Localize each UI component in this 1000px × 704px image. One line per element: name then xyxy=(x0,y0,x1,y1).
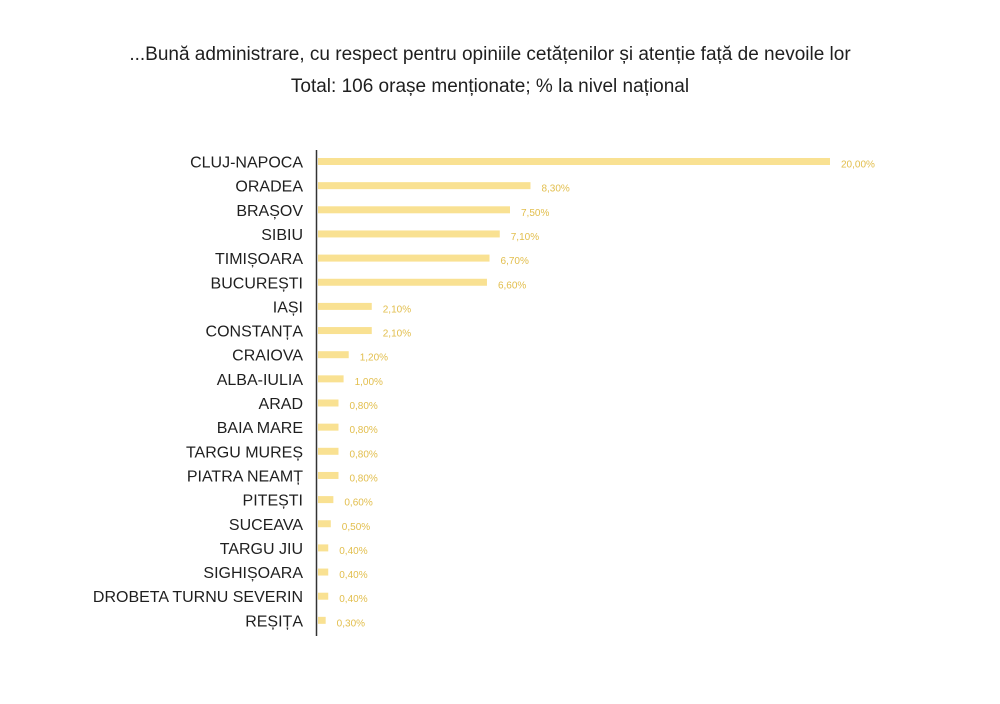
chart-subtitle: Total: 106 orașe menționate; % la nivel … xyxy=(290,76,690,97)
bars-group xyxy=(318,158,830,624)
bar xyxy=(318,423,339,431)
category-label: SIGHIȘOARA xyxy=(203,565,303,582)
category-label: CONSTANȚA xyxy=(206,324,304,341)
bar xyxy=(318,471,339,479)
value-label: 1,20% xyxy=(360,353,388,364)
category-label: DROBETA TURNU SEVERIN xyxy=(93,589,303,606)
bar xyxy=(318,496,334,504)
category-label: PITEȘTI xyxy=(243,493,303,510)
category-label: BRAȘOV xyxy=(236,203,303,220)
bar xyxy=(318,351,349,359)
bar xyxy=(318,278,487,286)
value-label: 0,80% xyxy=(349,425,377,436)
category-label: TARGU JIU xyxy=(220,541,303,558)
bar xyxy=(318,568,329,576)
value-label: 0,40% xyxy=(339,594,367,605)
chart-title: ...Bună administrare, cu respect pentru … xyxy=(129,44,851,65)
bar xyxy=(318,327,372,335)
bar xyxy=(318,399,339,407)
bar xyxy=(318,616,326,624)
bar xyxy=(318,544,329,552)
bar xyxy=(318,447,339,455)
value-label: 0,30% xyxy=(337,618,365,629)
category-label: BAIA MARE xyxy=(217,420,303,437)
value-label: 0,80% xyxy=(349,473,377,484)
category-labels-group: CLUJ-NAPOCA ORADEA BRAȘOV SIBIU TIMIȘOARA BUC… xyxy=(93,155,303,631)
bar xyxy=(318,254,490,262)
value-label: 2,10% xyxy=(383,329,411,340)
value-label: 2,10% xyxy=(383,304,411,315)
category-label: TARGU MUREȘ xyxy=(186,444,303,461)
value-labels-group: 20,00% 8,30% 7,50% 7,10% 6,70% 6,60% 2,10% 2,10… xyxy=(337,160,875,630)
value-label: 1,00% xyxy=(355,377,383,388)
value-label: 0,60% xyxy=(344,498,372,509)
bar xyxy=(318,520,331,528)
bar xyxy=(318,230,500,238)
category-label: IAȘI xyxy=(273,299,303,316)
category-label: CRAIOVA xyxy=(232,348,303,365)
category-label: SIBIU xyxy=(261,227,303,244)
value-label: 8,30% xyxy=(541,184,569,195)
value-label: 7,10% xyxy=(511,232,539,243)
bar xyxy=(318,592,329,600)
value-label: 20,00% xyxy=(841,160,875,171)
category-label: ALBA-IULIA xyxy=(217,372,304,389)
bar xyxy=(318,302,372,310)
category-label: PIATRA NEAMȚ xyxy=(187,468,303,485)
category-label: TIMIȘOARA xyxy=(215,251,303,268)
bar xyxy=(318,158,830,165)
value-label: 0,50% xyxy=(342,522,370,533)
value-label: 0,80% xyxy=(349,401,377,412)
value-label: 0,40% xyxy=(339,546,367,557)
category-label: ORADEA xyxy=(235,179,303,196)
bar xyxy=(318,206,510,214)
category-label: ARAD xyxy=(259,396,303,413)
bar xyxy=(318,182,531,190)
category-label: BUCUREȘTI xyxy=(211,275,303,292)
value-label: 7,50% xyxy=(521,208,549,219)
value-label: 0,80% xyxy=(349,449,377,460)
value-label: 6,60% xyxy=(498,280,526,291)
chart-title-block: ...Bună administrare, cu respect pentru … xyxy=(0,39,980,103)
value-label: 0,40% xyxy=(339,570,367,581)
category-label: CLUJ-NAPOCA xyxy=(190,155,303,172)
bar xyxy=(318,375,344,383)
value-label: 6,70% xyxy=(501,256,529,267)
category-label: REȘIȚA xyxy=(245,613,303,630)
category-label: SUCEAVA xyxy=(229,517,303,534)
